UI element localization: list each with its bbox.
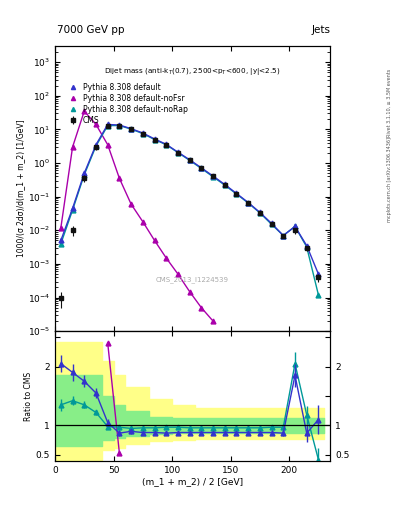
Y-axis label: Ratio to CMS: Ratio to CMS <box>24 371 33 420</box>
Pythia 8.308 default <box>94 142 98 148</box>
Pythia 8.308 default <box>152 136 157 142</box>
Pythia 8.308 default <box>164 141 169 147</box>
Pythia 8.308 default-noFsr <box>94 121 98 127</box>
X-axis label: (m_1 + m_2) / 2 [GeV]: (m_1 + m_2) / 2 [GeV] <box>142 477 243 486</box>
Pythia 8.308 default-noFsr <box>105 142 110 148</box>
Line: Pythia 8.308 default: Pythia 8.308 default <box>59 122 321 276</box>
Pythia 8.308 default-noFsr <box>176 271 180 277</box>
Pythia 8.308 default <box>176 149 180 155</box>
Pythia 8.308 default-noRap <box>82 172 86 178</box>
Text: mcplots.cern.ch [arXiv:1306.3436]: mcplots.cern.ch [arXiv:1306.3436] <box>387 137 392 222</box>
Pythia 8.308 default-noRap <box>316 292 321 298</box>
Pythia 8.308 default-noRap <box>59 241 63 247</box>
Pythia 8.308 default <box>234 190 239 197</box>
Pythia 8.308 default-noRap <box>152 137 157 143</box>
Pythia 8.308 default-noFsr <box>187 289 192 295</box>
Text: Rivet 3.1.10, ≥ 3.5M events: Rivet 3.1.10, ≥ 3.5M events <box>387 68 392 137</box>
Pythia 8.308 default-noRap <box>129 126 134 132</box>
Pythia 8.308 default <box>129 125 134 132</box>
Pythia 8.308 default-noRap <box>293 223 298 229</box>
Pythia 8.308 default <box>269 220 274 226</box>
Text: 7000 GeV pp: 7000 GeV pp <box>57 25 125 35</box>
Pythia 8.308 default-noRap <box>140 131 145 137</box>
Legend: Pythia 8.308 default, Pythia 8.308 default-noFsr, Pythia 8.308 default-noRap, CM: Pythia 8.308 default, Pythia 8.308 defau… <box>64 81 189 126</box>
Pythia 8.308 default-noFsr <box>82 108 86 114</box>
Pythia 8.308 default <box>59 238 63 244</box>
Text: Jets: Jets <box>311 25 330 35</box>
Pythia 8.308 default <box>257 209 262 216</box>
Pythia 8.308 default-noRap <box>257 210 262 216</box>
Pythia 8.308 default-noRap <box>70 207 75 213</box>
Pythia 8.308 default <box>211 173 215 179</box>
Pythia 8.308 default-noFsr <box>140 219 145 225</box>
Pythia 8.308 default-noRap <box>269 221 274 227</box>
Pythia 8.308 default-noRap <box>176 150 180 156</box>
Pythia 8.308 default-noRap <box>199 165 204 172</box>
Pythia 8.308 default-noRap <box>304 244 309 250</box>
Pythia 8.308 default <box>293 223 298 229</box>
Pythia 8.308 default-noRap <box>94 143 98 149</box>
Pythia 8.308 default-noFsr <box>129 201 134 207</box>
Pythia 8.308 default-noRap <box>105 122 110 129</box>
Pythia 8.308 default-noRap <box>117 122 122 129</box>
Pythia 8.308 default-noFsr <box>152 238 157 244</box>
Pythia 8.308 default <box>199 165 204 171</box>
Line: Pythia 8.308 default-noFsr: Pythia 8.308 default-noFsr <box>59 109 215 324</box>
Pythia 8.308 default-noRap <box>164 142 169 148</box>
Pythia 8.308 default <box>281 232 286 239</box>
Pythia 8.308 default-noRap <box>281 232 286 239</box>
Pythia 8.308 default-noRap <box>234 191 239 197</box>
Pythia 8.308 default-noRap <box>246 200 250 206</box>
Pythia 8.308 default <box>246 200 250 206</box>
Pythia 8.308 default-noFsr <box>164 255 169 261</box>
Pythia 8.308 default <box>222 181 227 187</box>
Text: Dijet mass (anti-k$_T$(0.7), 2500<p$_T$<600, |y|<2.5): Dijet mass (anti-k$_T$(0.7), 2500<p$_T$<… <box>105 66 281 77</box>
Pythia 8.308 default-noRap <box>211 174 215 180</box>
Line: Pythia 8.308 default-noRap: Pythia 8.308 default-noRap <box>59 123 321 297</box>
Pythia 8.308 default <box>117 122 122 128</box>
Pythia 8.308 default-noFsr <box>117 175 122 181</box>
Pythia 8.308 default <box>82 170 86 176</box>
Pythia 8.308 default <box>316 271 321 277</box>
Pythia 8.308 default-noRap <box>222 182 227 188</box>
Pythia 8.308 default-noRap <box>187 157 192 163</box>
Y-axis label: 1000/(σ 2dσ)/d(m_1 + m_2) [1/GeV]: 1000/(σ 2dσ)/d(m_1 + m_2) [1/GeV] <box>16 120 25 258</box>
Pythia 8.308 default-noFsr <box>211 318 215 324</box>
Pythia 8.308 default-noFsr <box>199 305 204 311</box>
Pythia 8.308 default-noFsr <box>70 144 75 150</box>
Pythia 8.308 default <box>187 157 192 163</box>
Pythia 8.308 default-noFsr <box>59 225 63 231</box>
Pythia 8.308 default <box>105 121 110 127</box>
Pythia 8.308 default <box>304 243 309 249</box>
Text: CMS_2013_I1224539: CMS_2013_I1224539 <box>156 276 229 283</box>
Pythia 8.308 default <box>140 130 145 136</box>
Pythia 8.308 default <box>70 205 75 211</box>
